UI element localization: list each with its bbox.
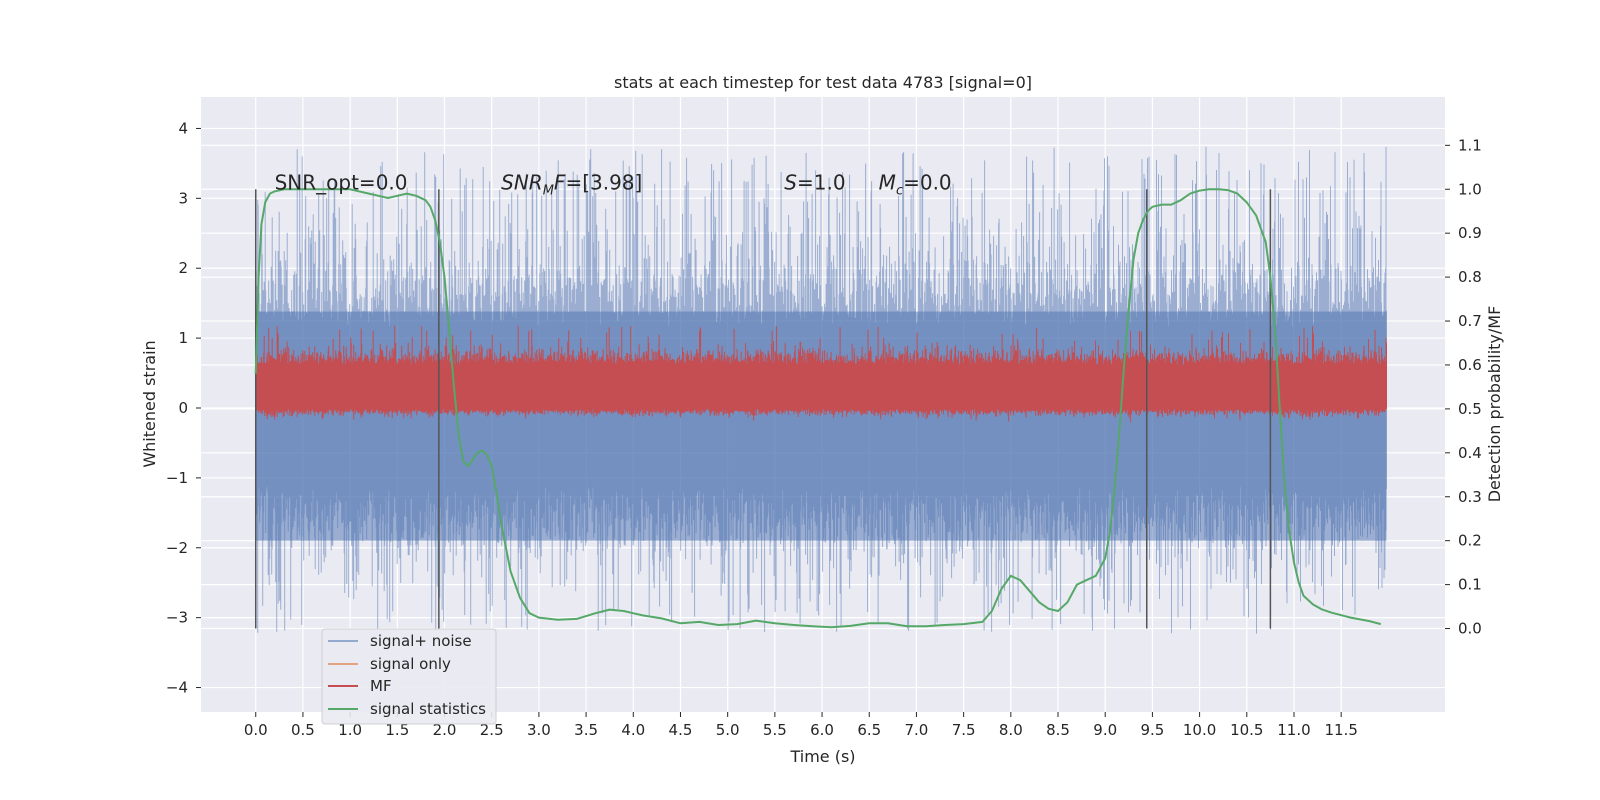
annotation-snr-opt: SNR_opt=0.0 bbox=[275, 170, 408, 194]
y2-tick-label: 0.7 bbox=[1458, 312, 1482, 330]
y2-tick-label: 0.0 bbox=[1458, 620, 1482, 638]
legend-label-mf: MF bbox=[370, 677, 392, 695]
annotation-mc: Mc=0.0 bbox=[879, 170, 952, 198]
signal-statistics-line bbox=[254, 188, 1382, 629]
y2-tick-label: 0.6 bbox=[1458, 356, 1482, 374]
mf-series bbox=[255, 325, 1387, 423]
y2-tick-label: 1.1 bbox=[1458, 136, 1482, 154]
x-tick-label: 10.0 bbox=[1183, 721, 1216, 739]
y-tick-label: 3 bbox=[178, 189, 188, 207]
y2-tick-label: 0.3 bbox=[1458, 488, 1482, 506]
x-tick-label: 9.5 bbox=[1140, 721, 1164, 739]
y-tick-label: 1 bbox=[178, 329, 188, 347]
y-tick-label: −2 bbox=[166, 539, 188, 557]
x-tick-label: 0.5 bbox=[291, 721, 315, 739]
x-tick-label: 1.0 bbox=[338, 721, 362, 739]
annotation-s: S=1.0 bbox=[784, 170, 845, 194]
y-axis-ticks: −4 −3 −2 −1 0 1 2 3 4 bbox=[166, 119, 201, 697]
annotation-snr-mf: SNRMF=[3.98] bbox=[501, 170, 642, 198]
x-tick-label: 2.5 bbox=[480, 721, 504, 739]
y-tick-label: 0 bbox=[178, 399, 188, 417]
legend-label-signal-only: signal only bbox=[370, 655, 451, 673]
y2-tick-label: 0.8 bbox=[1458, 268, 1482, 286]
x-tick-label: 1.5 bbox=[385, 721, 409, 739]
y2-tick-label: 0.2 bbox=[1458, 532, 1482, 550]
x-tick-label: 7.0 bbox=[905, 721, 929, 739]
y2-tick-label: 0.4 bbox=[1458, 444, 1482, 462]
x-tick-label: 8.0 bbox=[999, 721, 1023, 739]
y2-tick-label: 1.0 bbox=[1458, 180, 1482, 198]
x-tick-label: 0.0 bbox=[244, 721, 268, 739]
y2-tick-label: 0.5 bbox=[1458, 400, 1482, 418]
y-tick-label: 2 bbox=[178, 259, 188, 277]
y-tick-label: −1 bbox=[166, 469, 188, 487]
signal-noise-series bbox=[255, 146, 1387, 634]
y2-tick-label: 0.1 bbox=[1458, 576, 1482, 594]
vertical-markers bbox=[254, 189, 1272, 629]
signal-statistics-series bbox=[254, 188, 1382, 629]
x-tick-label: 3.0 bbox=[527, 721, 551, 739]
y-tick-label: 4 bbox=[178, 119, 188, 137]
x-tick-label: 11.5 bbox=[1324, 721, 1357, 739]
x-tick-label: 5.0 bbox=[716, 721, 740, 739]
legend-box bbox=[321, 628, 497, 725]
x-tick-label: 11.0 bbox=[1277, 721, 1310, 739]
y2-axis-ticks: 0.0 0.1 0.2 0.3 0.4 0.5 0.6 0.7 0.8 0.9 1.0 1.1 bbox=[1445, 136, 1482, 638]
x-tick-label: 8.5 bbox=[1046, 721, 1070, 739]
x-tick-label: 4.5 bbox=[669, 721, 693, 739]
x-tick-label: 5.5 bbox=[763, 721, 787, 739]
x-axis-label: Time (s) bbox=[789, 747, 855, 766]
chart-title: stats at each timestep for test data 478… bbox=[614, 73, 1032, 92]
y-tick-label: −3 bbox=[166, 609, 188, 627]
y-tick-label: −4 bbox=[166, 679, 188, 697]
x-tick-label: 6.5 bbox=[857, 721, 881, 739]
x-axis-ticks: 0.0 0.5 1.0 1.5 2.0 2.5 3.0 3.5 4.0 4.5 5.0 5.5 6.0 6… bbox=[244, 712, 1358, 739]
x-tick-label: 6.0 bbox=[810, 721, 834, 739]
x-tick-label: 7.5 bbox=[952, 721, 976, 739]
y-axis-label: Whitened strain bbox=[140, 340, 159, 467]
x-tick-label: 10.5 bbox=[1230, 721, 1263, 739]
legend-label-signal-noise: signal+ noise bbox=[370, 632, 472, 650]
x-tick-label: 9.0 bbox=[1093, 721, 1117, 739]
x-tick-label: 4.0 bbox=[621, 721, 645, 739]
y2-axis-label: Detection probability/MF bbox=[1485, 306, 1504, 503]
y2-tick-label: 0.9 bbox=[1458, 224, 1482, 242]
x-tick-label: 3.5 bbox=[574, 721, 598, 739]
legend-label-signal-statistics: signal statistics bbox=[370, 700, 486, 718]
annotations: SNR_opt=0.0 SNRMF=[3.98] S=1.0 Mc=0.0 bbox=[275, 170, 952, 198]
legend: signal+ noise signal only MF signal stat… bbox=[321, 628, 497, 725]
x-tick-label: 2.0 bbox=[433, 721, 457, 739]
